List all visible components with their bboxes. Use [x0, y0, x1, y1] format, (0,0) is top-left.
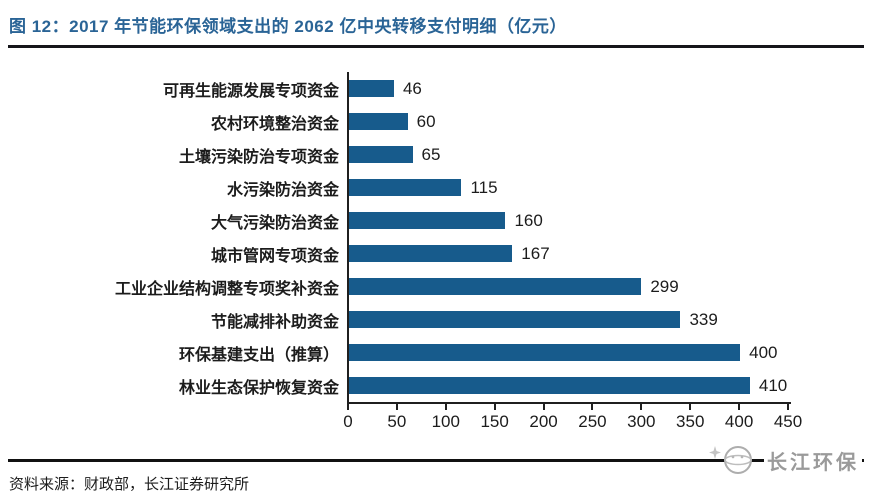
x-axis-tick-label: 100	[431, 412, 460, 431]
x-axis-tick-label: 300	[627, 412, 656, 431]
category-label: 可再生能源发展专项资金	[162, 82, 339, 100]
bar-row: 城市管网专项资金 167	[8, 237, 862, 270]
x-axis-tick	[347, 404, 349, 410]
brand-logo: 长江环保	[707, 442, 862, 478]
plot-area: 46	[347, 72, 862, 105]
value-label: 410	[758, 375, 788, 395]
x-axis-tick	[542, 404, 545, 410]
bar-row: 可再生能源发展专项资金 46	[8, 72, 862, 105]
x-axis-tick-label: 0	[343, 412, 353, 431]
bar-row: 林业生态保护恢复资金 410	[8, 369, 862, 402]
x-axis-tick	[395, 404, 398, 410]
figure-title: 图 12：2017 年节能环保领域支出的 2062 亿中央转移支付明细（亿元）	[9, 17, 567, 36]
bar-row: 节能减排补助资金 339	[8, 303, 862, 336]
x-axis-tick	[591, 404, 594, 410]
category-label: 农村环境整治资金	[210, 115, 339, 133]
x-axis-tick	[787, 404, 789, 410]
x-axis-tick-label: 350	[676, 412, 705, 431]
bar-row: 土壤污染防治专项资金 65	[8, 138, 862, 171]
title-divider	[8, 45, 864, 48]
bar-row: 农村环境整治资金 60	[8, 105, 862, 138]
value-label: 299	[650, 276, 679, 296]
x-axis-tick-label: 250	[578, 412, 607, 431]
category-label: 大气污染防治资金	[210, 214, 339, 232]
bar-chart: 可再生能源发展专项资金 46 农村环境整治资金 60 土壤污染防治专项资金 65…	[8, 72, 862, 436]
brand-text: 长江环保	[764, 444, 862, 476]
bar-row: 大气污染防治资金 160	[8, 204, 862, 237]
category-label: 土壤污染防治专项资金	[178, 148, 339, 166]
footer-divider	[8, 459, 864, 462]
value-label: 160	[514, 210, 543, 230]
bar	[349, 344, 741, 361]
category-label: 节能减排补助资金	[210, 313, 339, 331]
category-label: 水污染防治资金	[226, 181, 339, 199]
plot-area: 410	[347, 369, 862, 402]
bar	[349, 146, 413, 163]
plot-area: 339	[347, 303, 862, 336]
sparkle-icon	[709, 446, 721, 459]
bar	[349, 245, 513, 262]
plot-area: 65	[347, 138, 862, 171]
plot-area: 160	[347, 204, 862, 237]
x-axis-tick	[640, 404, 643, 410]
value-label: 339	[689, 309, 718, 329]
globe-icon	[709, 446, 752, 474]
plot-area: 167	[347, 237, 862, 270]
value-label: 46	[402, 78, 422, 98]
bar	[349, 113, 408, 130]
bar	[349, 377, 750, 394]
plot-area: 299	[347, 270, 862, 303]
bar	[349, 278, 642, 295]
x-axis-tick-label: 200	[529, 412, 558, 431]
x-axis-tick	[493, 404, 496, 410]
x-axis	[347, 402, 791, 410]
plot-area: 115	[347, 171, 862, 204]
category-label: 工业企业结构调整专项奖补资金	[114, 280, 339, 298]
bar-rows: 可再生能源发展专项资金 46 农村环境整治资金 60 土壤污染防治专项资金 65…	[8, 72, 862, 402]
x-axis-tick	[444, 404, 447, 410]
bar	[349, 80, 394, 97]
value-label: 60	[416, 111, 436, 131]
bar	[349, 212, 506, 229]
x-axis-tick-label: 150	[480, 412, 509, 431]
bar-row: 环保基建支出（推算） 400	[8, 336, 862, 369]
category-label: 林业生态保护恢复资金	[178, 379, 339, 397]
plot-area: 400	[347, 336, 862, 369]
x-axis-labels: 0 50 100 150 200 250 300 350 400 450	[343, 412, 802, 436]
value-label: 115	[470, 177, 498, 197]
x-axis-tick-label: 50	[387, 412, 407, 431]
value-label: 65	[421, 144, 441, 164]
x-axis-tick-label: 450	[773, 412, 803, 431]
bar-row: 工业企业结构调整专项奖补资金 299	[8, 270, 862, 303]
value-label: 400	[749, 342, 778, 362]
category-label: 环保基建支出（推算）	[178, 346, 339, 364]
bar-row: 水污染防治资金 115	[8, 171, 862, 204]
bar	[349, 179, 462, 196]
plot-area: 60	[347, 105, 862, 138]
x-axis-tick	[738, 404, 741, 410]
x-axis-tick-label: 400	[724, 412, 754, 431]
category-label: 城市管网专项资金	[210, 247, 339, 265]
bar	[349, 311, 681, 328]
x-axis-tick	[689, 404, 692, 410]
source-note: 资料来源：财政部，长江证券研究所	[9, 476, 250, 493]
value-label: 167	[521, 243, 550, 263]
